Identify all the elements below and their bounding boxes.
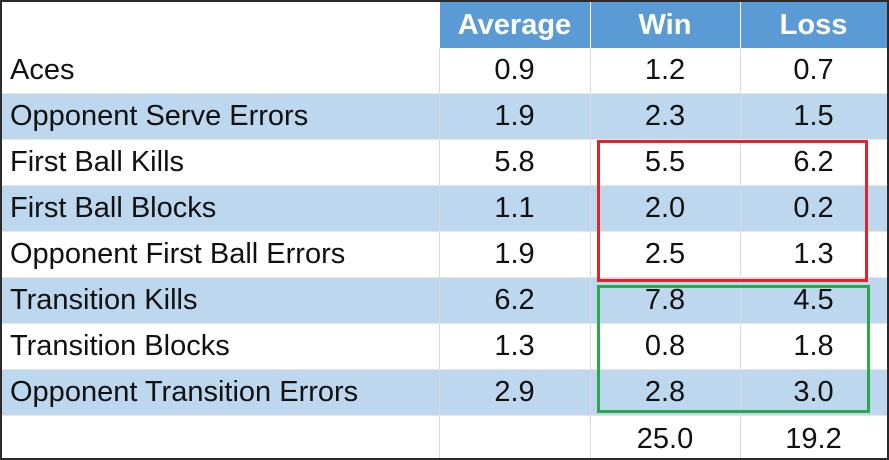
average-cell: 2.9: [439, 369, 591, 416]
row-label: Opponent Serve Errors: [2, 93, 440, 140]
loss-cell: 0.7: [740, 48, 887, 94]
win-cell: 2.3: [590, 93, 741, 140]
table-row: Opponent Serve Errors 1.9 2.3 1.5: [2, 93, 887, 140]
loss-cell: 4.5: [740, 277, 887, 324]
average-cell: 5.8: [439, 139, 591, 186]
loss-cell: 0.2: [740, 185, 887, 232]
table-row: Opponent Transition Errors 2.9 2.8 3.0: [2, 369, 887, 416]
table-row: Transition Blocks 1.3 0.8 1.8: [2, 323, 887, 370]
table-row: Opponent First Ball Errors 1.9 2.5 1.3: [2, 231, 887, 278]
row-label: Transition Kills: [2, 277, 440, 324]
totals-loss-cell: 19.2: [740, 415, 887, 458]
average-cell: 1.1: [439, 185, 591, 232]
average-cell: 0.9: [439, 48, 591, 94]
row-label: Opponent First Ball Errors: [2, 231, 440, 278]
loss-cell: 1.3: [740, 231, 887, 278]
header-win: Win: [590, 2, 741, 48]
loss-cell: 3.0: [740, 369, 887, 416]
row-label: Opponent Transition Errors: [2, 369, 440, 416]
table-row: Aces 0.9 1.2 0.7: [2, 48, 887, 94]
row-label: First Ball Kills: [2, 139, 440, 186]
loss-cell: 6.2: [740, 139, 887, 186]
win-cell: 2.8: [590, 369, 741, 416]
table-row: First Ball Blocks 1.1 2.0 0.2: [2, 185, 887, 232]
header-corner: [2, 2, 440, 48]
table-row: Transition Kills 6.2 7.8 4.5: [2, 277, 887, 324]
totals-average-cell: [439, 415, 591, 458]
loss-cell: 1.5: [740, 93, 887, 140]
row-label: Transition Blocks: [2, 323, 440, 370]
totals-label: [2, 415, 440, 458]
average-cell: 1.9: [439, 231, 591, 278]
header-average: Average: [439, 2, 591, 48]
header-row: Average Win Loss: [2, 2, 887, 48]
average-cell: 1.9: [439, 93, 591, 140]
totals-win-cell: 25.0: [590, 415, 741, 458]
win-cell: 1.2: [590, 48, 741, 94]
win-cell: 2.5: [590, 231, 741, 278]
win-cell: 7.8: [590, 277, 741, 324]
header-loss: Loss: [740, 2, 887, 48]
average-cell: 6.2: [439, 277, 591, 324]
totals-row: 25.0 19.2: [2, 415, 887, 458]
win-cell: 0.8: [590, 323, 741, 370]
row-label: First Ball Blocks: [2, 185, 440, 232]
win-cell: 2.0: [590, 185, 741, 232]
average-cell: 1.3: [439, 323, 591, 370]
loss-cell: 1.8: [740, 323, 887, 370]
row-label: Aces: [2, 48, 440, 94]
table-row: First Ball Kills 5.8 5.5 6.2: [2, 139, 887, 186]
win-cell: 5.5: [590, 139, 741, 186]
